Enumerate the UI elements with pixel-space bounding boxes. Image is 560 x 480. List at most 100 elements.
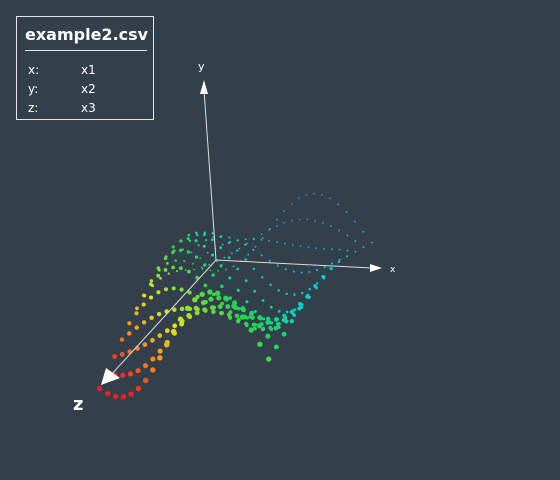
scatter-point [171,286,176,291]
scatter-point [254,245,257,248]
scatter-point [135,385,142,392]
scatter-point [167,272,171,275]
scatter-point [142,377,149,384]
scatter-point [220,284,224,289]
y-mapping-key: y: [28,82,39,96]
scatter-point [150,356,156,362]
scatter-point [362,246,365,249]
scatter-point [206,251,209,254]
scatter-point [321,274,325,279]
scatter-point [172,323,178,329]
scatter-point [156,290,161,295]
scatter-point [208,263,211,266]
scatter-point [219,264,223,268]
scatter-point [290,203,293,205]
scatter-point [285,310,289,314]
scatter-point [221,243,224,246]
scatter-point [247,253,250,256]
scatter-point [231,303,237,309]
scatter-point [232,265,235,268]
scatter-point [345,211,348,214]
scatter-point [338,258,341,261]
scatter-point [165,262,169,265]
scatter-point [197,244,200,247]
scatter-point [268,259,271,262]
scatter-point [128,391,134,397]
scatter-point [338,248,341,251]
scatter-point [188,239,192,243]
scatter-point [248,327,254,333]
scatter-point [261,299,265,302]
scatter-point [331,248,333,251]
scatter-point [184,305,191,312]
dataset-filename: example2.csv [25,25,149,44]
scatter-point [183,260,186,263]
scatter-point [268,228,271,231]
scatter-point [186,237,190,241]
y-axis-label: y [198,60,205,73]
scatter-point [231,252,233,255]
scatter-point [236,288,240,292]
scatter-point [179,321,185,327]
scatter-point [159,276,162,280]
scatter-point [209,269,212,272]
y-mapping-row: y: x2 [28,82,96,96]
scatter-point [346,234,349,237]
scatter-point [171,250,175,255]
scatter-point [228,236,231,239]
scatter-point [192,262,194,265]
scatter-point [252,267,256,271]
scatter-point [265,333,271,339]
z-mapping-value: x3 [81,101,96,115]
scatter-point [194,310,200,316]
scatter-point [276,241,278,244]
scatter-point [248,313,254,320]
scatter-point [172,307,177,312]
scatter-point [305,294,310,299]
scatter-point [370,241,373,244]
scatter-point [315,282,319,285]
scatter-point [211,238,214,242]
scatter-point [164,309,169,314]
scatter-point [244,258,247,261]
scatter-point [298,218,301,221]
scatter-point [225,304,231,309]
scatter-point [244,243,247,246]
scatter-point [281,331,287,337]
scatter-point [127,331,132,336]
scatter-point [354,250,357,253]
scatter-point [276,322,280,326]
scatter-point [307,246,310,249]
scatter-point [194,255,199,259]
scatter-point [202,307,208,313]
x-axis-label: x [390,265,396,275]
scatter-point [322,222,324,224]
scatter-point [330,225,332,228]
scatter-point [149,279,154,283]
scatter-point [277,289,280,292]
scatter-point [120,394,127,400]
scatter-point [252,238,255,241]
scatter-point [193,268,196,271]
scatter-point [314,219,317,222]
scatter-point [275,225,278,227]
scatter-point [214,290,221,297]
dataset-info-panel: example2.csv x: x1 y: x2 z: x3 [16,16,154,120]
scatter-point [236,319,241,324]
scatter-point [156,311,162,317]
scatter-point [184,269,187,271]
x-axis-arrowhead [370,264,382,272]
scatter-point [208,296,214,302]
scatter-point [244,321,249,326]
scatter-point [135,368,141,374]
scatter-point [266,316,271,322]
scatter-point [244,279,248,282]
scatter-point [200,300,207,306]
scatter-point [205,239,208,242]
scatter-point [199,257,202,259]
scatter-point [211,292,216,297]
scatter-point [163,287,169,292]
scatter-point [289,309,294,315]
scatter-point [338,229,341,232]
